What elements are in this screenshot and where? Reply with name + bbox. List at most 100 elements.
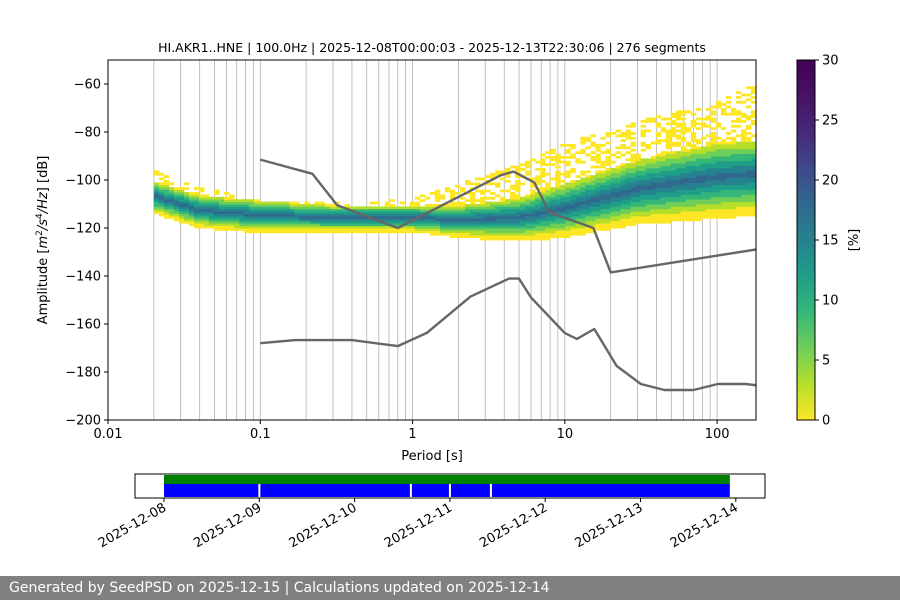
heatmap-cell bbox=[495, 201, 501, 205]
heatmap-cell bbox=[525, 201, 531, 205]
heatmap-cell bbox=[595, 144, 601, 147]
heatmap-cell bbox=[158, 172, 165, 176]
heatmap-cell bbox=[515, 194, 521, 198]
heatmap-cell bbox=[444, 206, 451, 210]
heatmap-cell bbox=[690, 182, 697, 186]
heatmap-cell bbox=[675, 194, 682, 198]
heatmap-cell bbox=[645, 146, 652, 150]
heatmap-cell bbox=[409, 211, 416, 214]
heatmap-cell bbox=[635, 163, 641, 166]
heatmap-cell bbox=[259, 225, 265, 229]
heatmap-cell bbox=[369, 208, 376, 212]
heatmap-cell bbox=[690, 216, 697, 219]
heatmap-cell bbox=[199, 216, 205, 219]
heatmap-cell bbox=[695, 206, 702, 210]
heatmap-cell bbox=[379, 213, 386, 217]
heatmap-cell bbox=[454, 206, 461, 210]
heatmap-cell bbox=[234, 228, 240, 231]
heatmap-cell bbox=[384, 204, 391, 207]
heatmap-cell bbox=[515, 204, 521, 207]
heatmap-cell bbox=[750, 153, 756, 157]
heatmap-cell bbox=[495, 208, 501, 212]
heatmap-cell bbox=[700, 177, 707, 181]
heatmap-cell bbox=[725, 172, 732, 176]
heatmap-cell bbox=[750, 165, 756, 169]
heatmap-cell bbox=[715, 194, 722, 198]
heatmap-cell bbox=[244, 199, 250, 202]
heatmap-cell bbox=[279, 216, 285, 219]
heatmap-cell bbox=[610, 218, 616, 222]
heatmap-cell bbox=[590, 213, 596, 217]
heatmap-cell bbox=[429, 225, 436, 229]
heatmap-cell bbox=[505, 235, 511, 238]
heatmap-cell bbox=[575, 192, 581, 195]
heatmap-cell bbox=[560, 172, 566, 176]
heatmap-cell bbox=[730, 146, 737, 150]
heatmap-cell bbox=[464, 230, 471, 234]
heatmap-cell bbox=[254, 230, 260, 234]
heatmap-cell bbox=[555, 184, 561, 188]
heatmap-cell bbox=[550, 220, 556, 224]
heatmap-cell bbox=[249, 228, 255, 231]
x-tick-label: 0.1 bbox=[250, 427, 271, 442]
heatmap-cell bbox=[605, 168, 611, 171]
heatmap-cell bbox=[515, 187, 521, 190]
heatmap-cell bbox=[700, 187, 707, 190]
heatmap-cell bbox=[735, 158, 742, 162]
heatmap-cell bbox=[640, 175, 647, 178]
heatmap-cell bbox=[670, 153, 677, 157]
heatmap-cell bbox=[610, 172, 616, 176]
heatmap-cell bbox=[515, 216, 521, 219]
heatmap-cell bbox=[655, 158, 662, 162]
heatmap-cell bbox=[229, 194, 235, 198]
heatmap-cell bbox=[680, 148, 687, 152]
heatmap-cell bbox=[730, 213, 737, 217]
heatmap-cell bbox=[565, 194, 571, 198]
heatmap-cell bbox=[660, 216, 667, 219]
heatmap-cell bbox=[158, 187, 165, 190]
heatmap-cell bbox=[183, 182, 190, 186]
heatmap-cell bbox=[580, 230, 586, 234]
noise-models bbox=[259, 158, 756, 392]
heatmap-cell bbox=[439, 206, 446, 210]
heatmap-cell bbox=[570, 220, 576, 224]
heatmap-cell bbox=[645, 177, 652, 181]
heatmap-cell bbox=[655, 124, 662, 128]
heatmap-cell bbox=[690, 122, 697, 126]
heatmap-cell bbox=[474, 218, 481, 222]
heatmap-cell bbox=[585, 136, 591, 140]
heatmap-cell bbox=[264, 213, 270, 217]
heatmap-cell bbox=[565, 192, 571, 195]
heatmap-cell bbox=[675, 110, 682, 114]
heatmap-cell bbox=[163, 175, 170, 178]
heatmap-cell bbox=[715, 180, 722, 183]
heatmap-cell bbox=[444, 216, 451, 219]
heatmap-cell bbox=[294, 213, 300, 217]
heatmap-cell bbox=[735, 124, 742, 128]
heatmap-cell bbox=[610, 187, 616, 190]
heatmap-cell bbox=[715, 177, 722, 181]
heatmap-cell bbox=[745, 115, 752, 118]
heatmap-cell bbox=[530, 204, 536, 207]
heatmap-cell bbox=[254, 204, 260, 207]
heatmap-cell bbox=[690, 172, 697, 176]
heatmap-cell bbox=[690, 211, 697, 214]
heatmap-cell bbox=[680, 213, 687, 217]
heatmap-cell bbox=[530, 196, 536, 200]
heatmap-cell bbox=[735, 184, 742, 188]
heatmap-cell bbox=[710, 146, 717, 150]
heatmap-cell bbox=[705, 156, 712, 159]
heatmap-cell bbox=[414, 230, 421, 234]
heatmap-cell bbox=[209, 206, 215, 210]
heatmap-cell bbox=[505, 206, 511, 210]
heatmap-cell bbox=[685, 170, 692, 174]
heatmap-cell bbox=[720, 187, 727, 190]
heatmap-cell bbox=[740, 136, 747, 140]
heatmap-cell bbox=[304, 201, 310, 205]
heatmap-cell bbox=[480, 211, 486, 214]
heatmap-cell bbox=[720, 127, 727, 130]
heatmap-cell bbox=[560, 189, 566, 193]
heatmap-cell bbox=[394, 220, 401, 224]
heatmap-cell bbox=[630, 165, 636, 169]
heatmap-cell bbox=[510, 165, 516, 169]
